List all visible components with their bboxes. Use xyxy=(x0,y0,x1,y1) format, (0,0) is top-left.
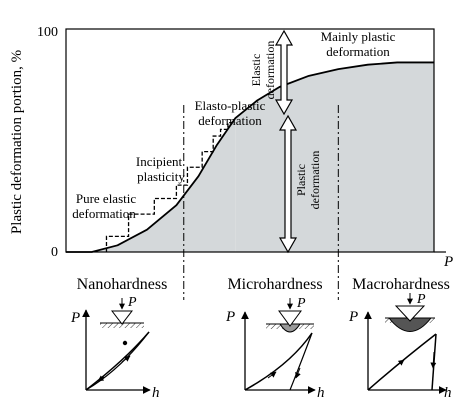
region-title-nanohardness: Nanohardness xyxy=(77,276,168,293)
plastic-label-2: deformation xyxy=(308,151,322,210)
pure-elastic-label-1: Pure elastic xyxy=(76,191,137,206)
pure-elastic-label-2: deformation xyxy=(72,206,136,221)
inset-microhardness: P h P xyxy=(225,296,325,401)
plastic-double-arrow xyxy=(278,114,298,254)
inset-2-h-axis-label: h xyxy=(317,385,325,401)
x-axis-label: P xyxy=(443,254,453,270)
incipient-label-1: Incipient xyxy=(136,154,183,169)
inset-nanohardness: P h P xyxy=(70,295,160,401)
elastic-double-arrow xyxy=(274,29,294,116)
plastic-label-1: Plastic xyxy=(294,164,308,196)
inset-3-load-label: P xyxy=(416,292,426,307)
elasto-plastic-label-2: deformation xyxy=(198,113,262,128)
inset-3-p-axis-label: P xyxy=(348,309,358,325)
inset-2-p-axis-label: P xyxy=(225,309,235,325)
inset-1-h-axis-label: h xyxy=(152,385,160,401)
y-axis-title: Plastic deformation portion, % xyxy=(9,50,25,234)
plot-frame xyxy=(65,28,435,253)
y-tick-label-100: 100 xyxy=(37,25,58,40)
elastic-label-2: deformation xyxy=(263,41,277,100)
incipient-label-2: plasticity xyxy=(137,169,185,184)
inset-1-p-axis-label: P xyxy=(70,310,80,326)
plastic-portion-curve xyxy=(66,61,434,253)
inset-2-load-label: P xyxy=(296,296,306,311)
elastoplastic-region-shading xyxy=(66,118,236,252)
region-title-microhardness: Microhardness xyxy=(227,276,322,293)
elasto-plastic-label-1: Elasto-plastic xyxy=(195,98,266,113)
inset-1-load-label: P xyxy=(127,295,137,310)
mainly-plastic-label-1: Mainly plastic xyxy=(321,29,396,44)
inset-3-h-axis-label: h xyxy=(444,385,452,401)
inset-macrohardness: P h P xyxy=(348,292,452,401)
y-tick-label-0: 0 xyxy=(51,245,58,260)
discrete-plasticity-staircase xyxy=(105,122,236,252)
mainly-plastic-label-2: deformation xyxy=(326,44,390,59)
region-title-macrohardness: Macrohardness xyxy=(352,276,450,293)
elastic-label-1: Elastic xyxy=(249,54,263,87)
